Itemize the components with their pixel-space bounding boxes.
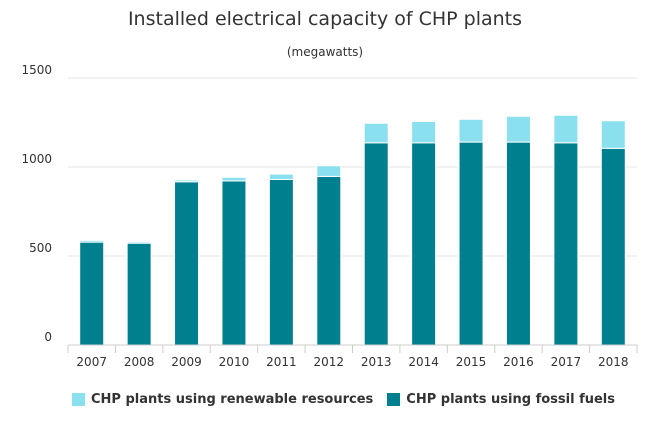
y-tick-label: 500 [29, 241, 52, 255]
bar-renewable-2011 [268, 173, 294, 180]
bar-renewable-2008 [126, 241, 152, 244]
x-tick-label: 2018 [598, 355, 629, 369]
bar-fossil-2018 [600, 147, 626, 346]
x-tick-label: 2009 [171, 355, 202, 369]
x-tick-label: 2017 [551, 355, 582, 369]
legend-item-fossil[interactable]: CHP plants using fossil fuels [387, 392, 615, 407]
legend-label-renewable: CHP plants using renewable resources [91, 392, 374, 407]
bar-renewable-2013 [363, 122, 389, 144]
x-tick-label: 2007 [76, 355, 107, 369]
chart-subtitle: (megawatts) [286, 45, 364, 59]
bar-renewable-2016 [505, 115, 531, 143]
bar-renewable-2012 [316, 165, 342, 177]
x-tick-label: 2014 [408, 355, 439, 369]
bar-renewable-2015 [458, 118, 484, 143]
bar-fossil-2012 [316, 175, 342, 346]
x-tick-label: 2013 [361, 355, 392, 369]
bar-fossil-2016 [505, 141, 531, 346]
bar-renewable-2014 [411, 120, 437, 144]
y-tick-label: 1500 [21, 63, 52, 77]
legend-item-renewable[interactable]: CHP plants using renewable resources [72, 392, 373, 407]
bar-fossil-2007 [79, 241, 105, 346]
bar-renewable-2009 [174, 179, 200, 183]
bar-fossil-2015 [458, 141, 484, 346]
x-tick-label: 2016 [503, 355, 534, 369]
x-tick-label: 2012 [314, 355, 345, 369]
bar-renewable-2010 [221, 176, 247, 182]
legend-swatch-fossil [387, 393, 401, 406]
bar-fossil-2013 [363, 142, 389, 346]
y-tick-label: 1000 [21, 152, 52, 166]
bar-fossil-2009 [174, 181, 200, 346]
legend-swatch-renewable [72, 393, 85, 406]
legend: CHP plants using renewable resources CHP… [72, 392, 629, 407]
x-tick-label: 2010 [219, 355, 250, 369]
bar-fossil-2014 [411, 142, 437, 346]
bar-renewable-2017 [553, 114, 579, 144]
x-tick-label: 2008 [124, 355, 155, 369]
legend-label-fossil: CHP plants using fossil fuels [406, 392, 615, 407]
bar-fossil-2017 [553, 142, 579, 346]
y-tick-label: 0 [44, 330, 52, 344]
bar-fossil-2011 [268, 178, 294, 346]
x-tick-label: 2015 [456, 355, 487, 369]
chart-title: Installed electrical capacity of CHP pla… [127, 8, 523, 30]
bar-renewable-2007 [79, 239, 105, 243]
bar-renewable-2018 [600, 120, 626, 149]
x-tick-label: 2011 [266, 355, 297, 369]
bar-fossil-2010 [221, 180, 247, 346]
bar-fossil-2008 [126, 242, 152, 346]
